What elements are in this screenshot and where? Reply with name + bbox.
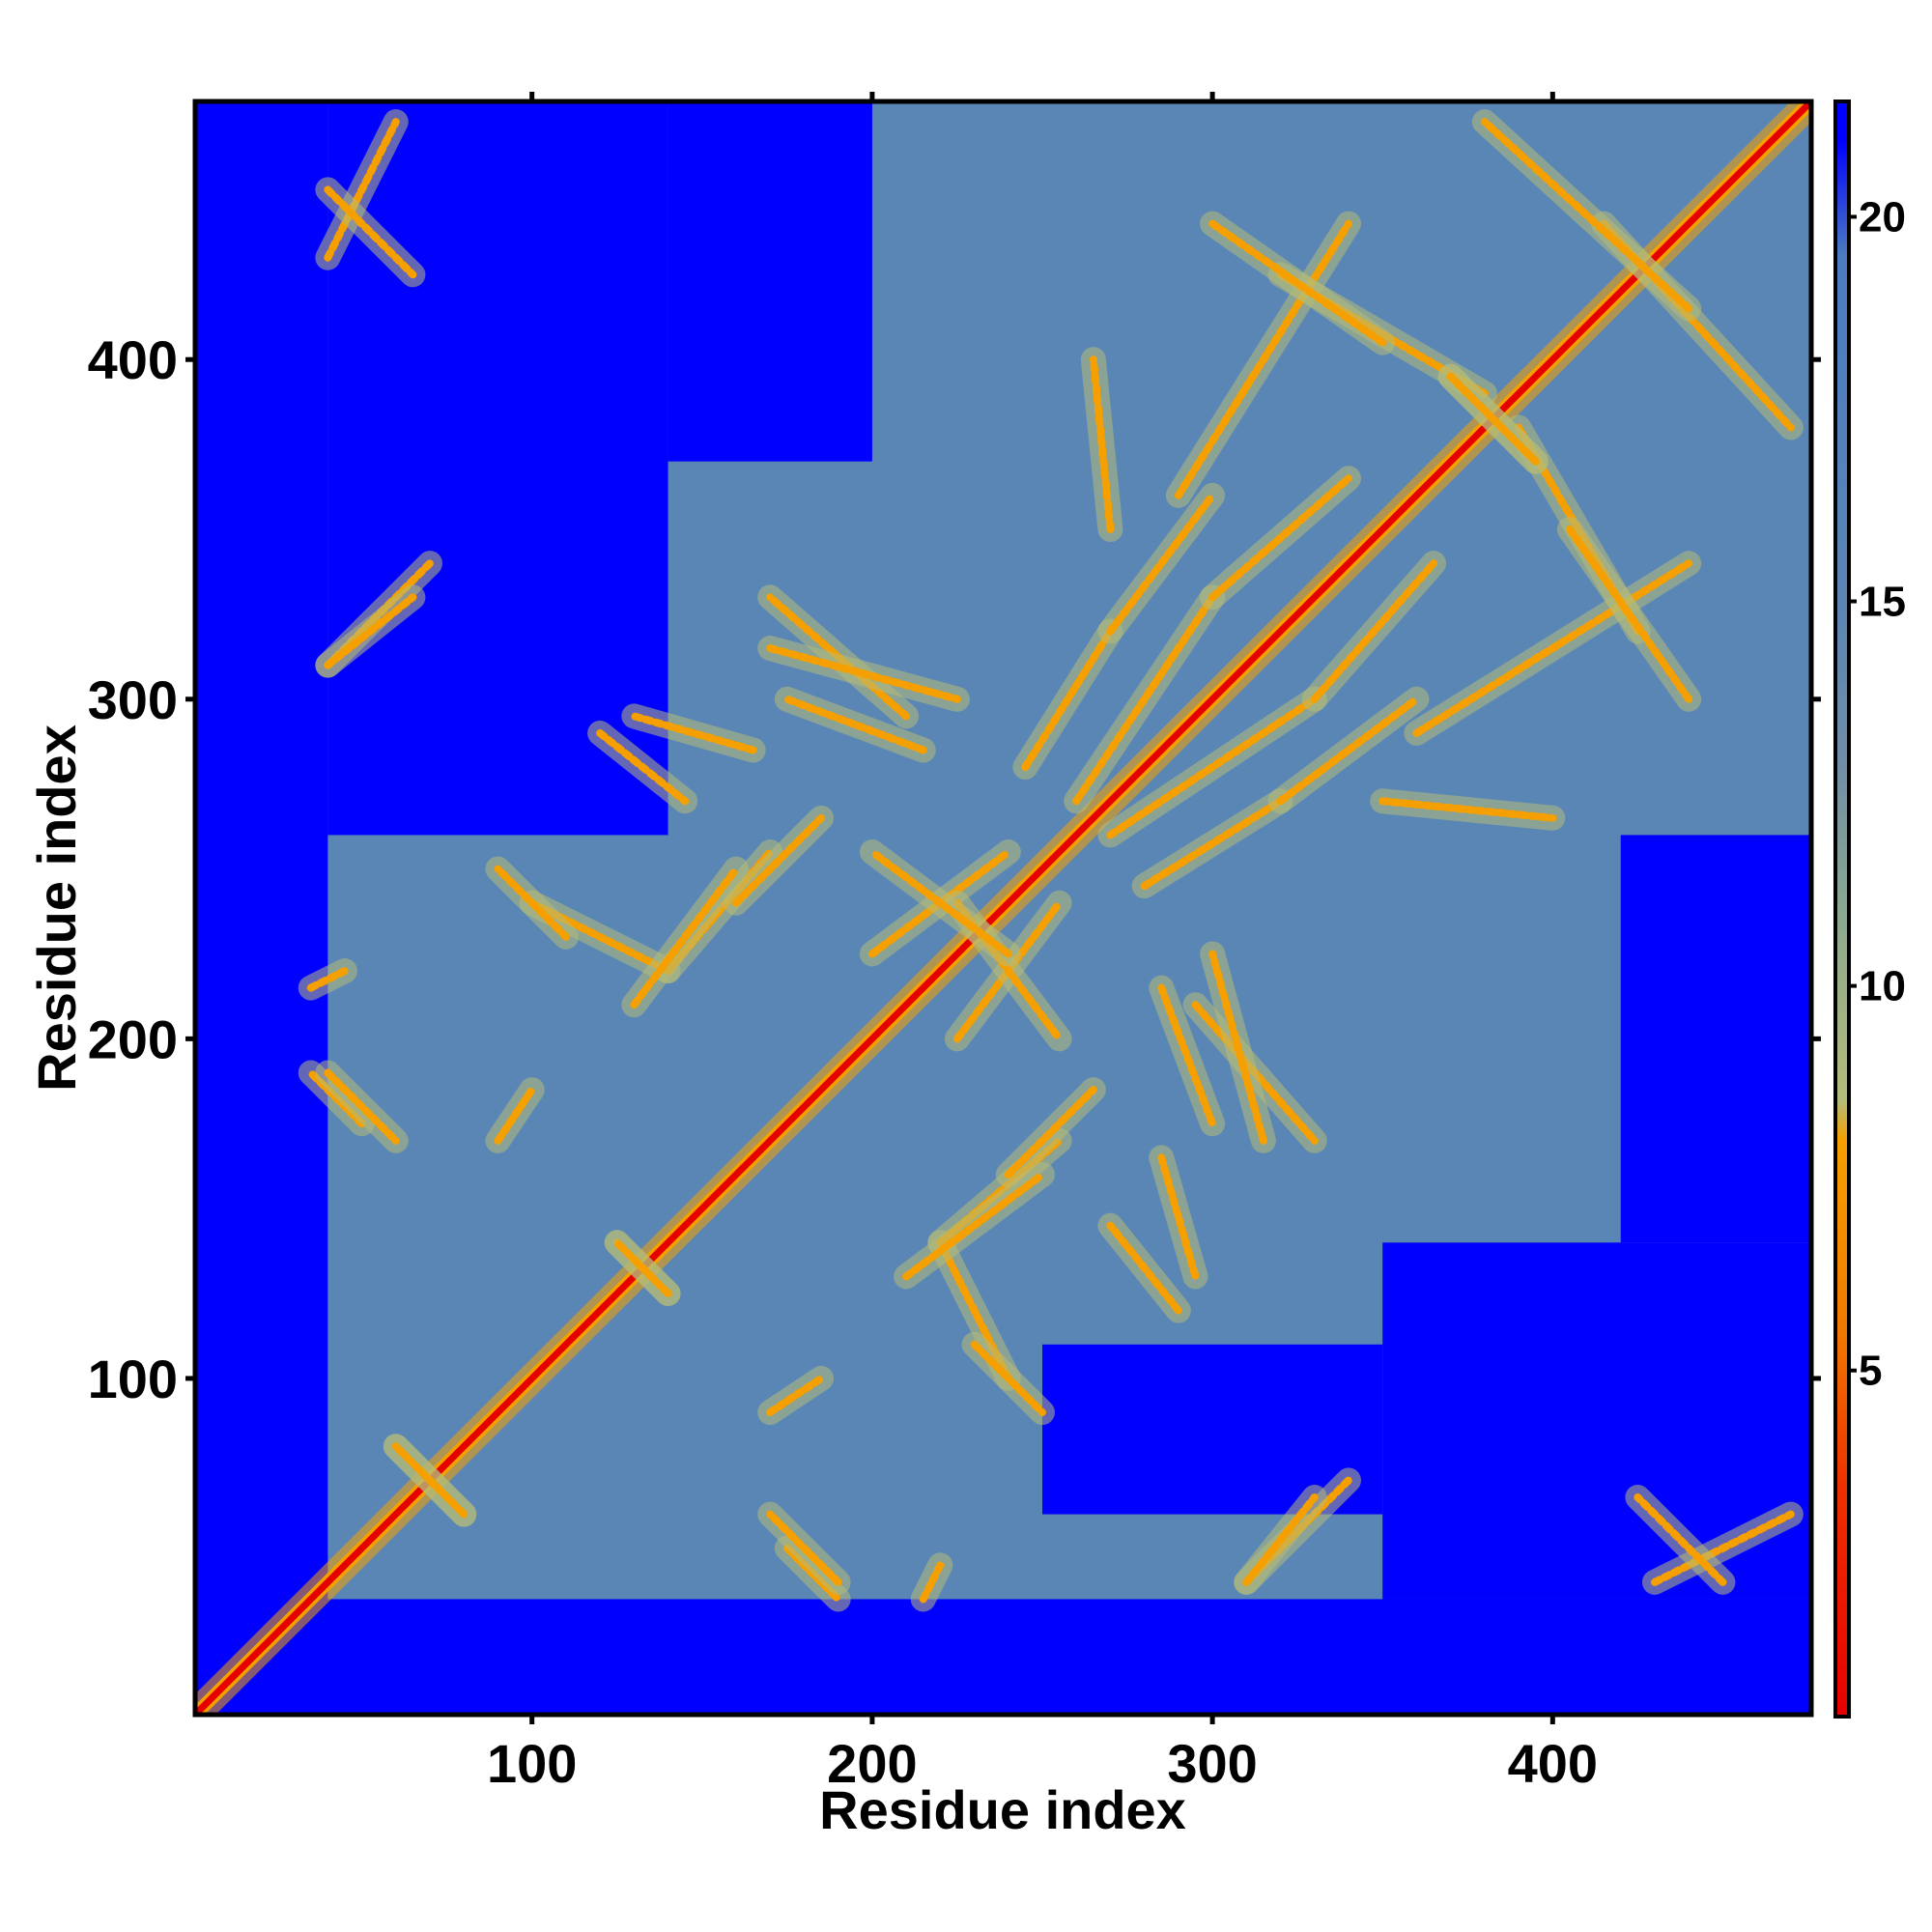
contact-band-mirror [1310, 559, 1438, 703]
y-tick-label: 100 [88, 1349, 178, 1409]
contact-band-mirror [782, 695, 927, 754]
contact-band [1072, 593, 1217, 806]
colorbar-tick-label: 10 [1859, 963, 1906, 1010]
contact-band-mirror [1106, 1221, 1182, 1315]
x-axis-title: Residue index [819, 1779, 1186, 1840]
contact-band [766, 644, 961, 703]
contact-band-mirror [1480, 118, 1693, 313]
contact-band [306, 967, 349, 992]
contact-band [596, 728, 690, 806]
diagonal-contact [195, 101, 1811, 1715]
contact-band [970, 1340, 1047, 1417]
contact-band [1157, 1153, 1200, 1281]
far-region [195, 1599, 1811, 1715]
contact-band [324, 185, 417, 279]
contact-band [324, 593, 417, 669]
plot-area [195, 101, 1811, 1715]
y-tick-label: 400 [88, 329, 178, 390]
contact-band-mirror [494, 865, 570, 941]
contact-band-mirror [766, 1510, 842, 1586]
contact-band [1157, 983, 1217, 1128]
contact-band [1089, 355, 1115, 533]
contact-band-mirror [630, 865, 741, 1009]
colorbar-tick-label: 15 [1859, 579, 1906, 626]
y-tick-label: 300 [88, 669, 178, 730]
contact-band [1650, 1510, 1795, 1586]
far-region [668, 101, 872, 462]
contact-band-mirror [1634, 1492, 1727, 1586]
contact-band [1140, 797, 1285, 891]
contact-band-mirror [1208, 219, 1387, 347]
contact-band-mirror [1208, 950, 1267, 1145]
contact-band-mirror [1106, 491, 1217, 636]
contact-band [324, 1068, 400, 1145]
far-region [195, 101, 328, 1715]
contact-band [1004, 1086, 1097, 1179]
plot-frame [192, 99, 1814, 1718]
contact-band-mirror [732, 813, 826, 907]
contact-band-mirror [630, 712, 757, 754]
contact-band-mirror [1021, 627, 1115, 772]
far-region [1620, 835, 1811, 1243]
contact-band-mirror [1446, 372, 1540, 466]
y-axis: 100 200 300 400 [88, 329, 1821, 1409]
y-tick-label: 200 [88, 1009, 178, 1069]
colorbar-tick-label: 20 [1859, 193, 1906, 241]
y-axis-title: Residue index [26, 724, 87, 1092]
contact-band-mirror [1242, 1492, 1319, 1586]
colorbar-ticks: 5 10 15 20 [1849, 193, 1906, 1395]
contact-band-mirror [766, 1374, 826, 1417]
contact-band [1174, 219, 1352, 499]
contact-band-mirror [1378, 797, 1557, 822]
contact-band [1276, 695, 1421, 806]
contact-band-mirror [324, 118, 400, 262]
contact-band [1208, 474, 1352, 602]
contact-band-mirror [612, 1238, 672, 1298]
x-tick-label: 300 [1167, 1733, 1257, 1794]
contact-band-mirror [867, 847, 1012, 958]
contact-band-mirror [919, 1561, 945, 1604]
contact-band-mirror [1106, 695, 1319, 839]
colorbar-tick-label: 5 [1859, 1348, 1882, 1395]
x-tick-label: 200 [827, 1733, 917, 1794]
contact-band [1565, 525, 1693, 703]
contact-band [902, 1170, 1047, 1281]
x-tick-label: 400 [1508, 1733, 1598, 1794]
x-tick-label: 100 [487, 1733, 577, 1794]
colorbar: 5 10 15 20 [1833, 99, 1906, 1719]
x-axis: 100 200 300 400 [487, 92, 1598, 1794]
contact-band-mirror [391, 1442, 469, 1519]
colorbar-gradient [1833, 99, 1851, 1719]
contact-band [494, 1086, 536, 1145]
contact-band-mirror [1412, 559, 1693, 737]
far-region [327, 101, 668, 836]
